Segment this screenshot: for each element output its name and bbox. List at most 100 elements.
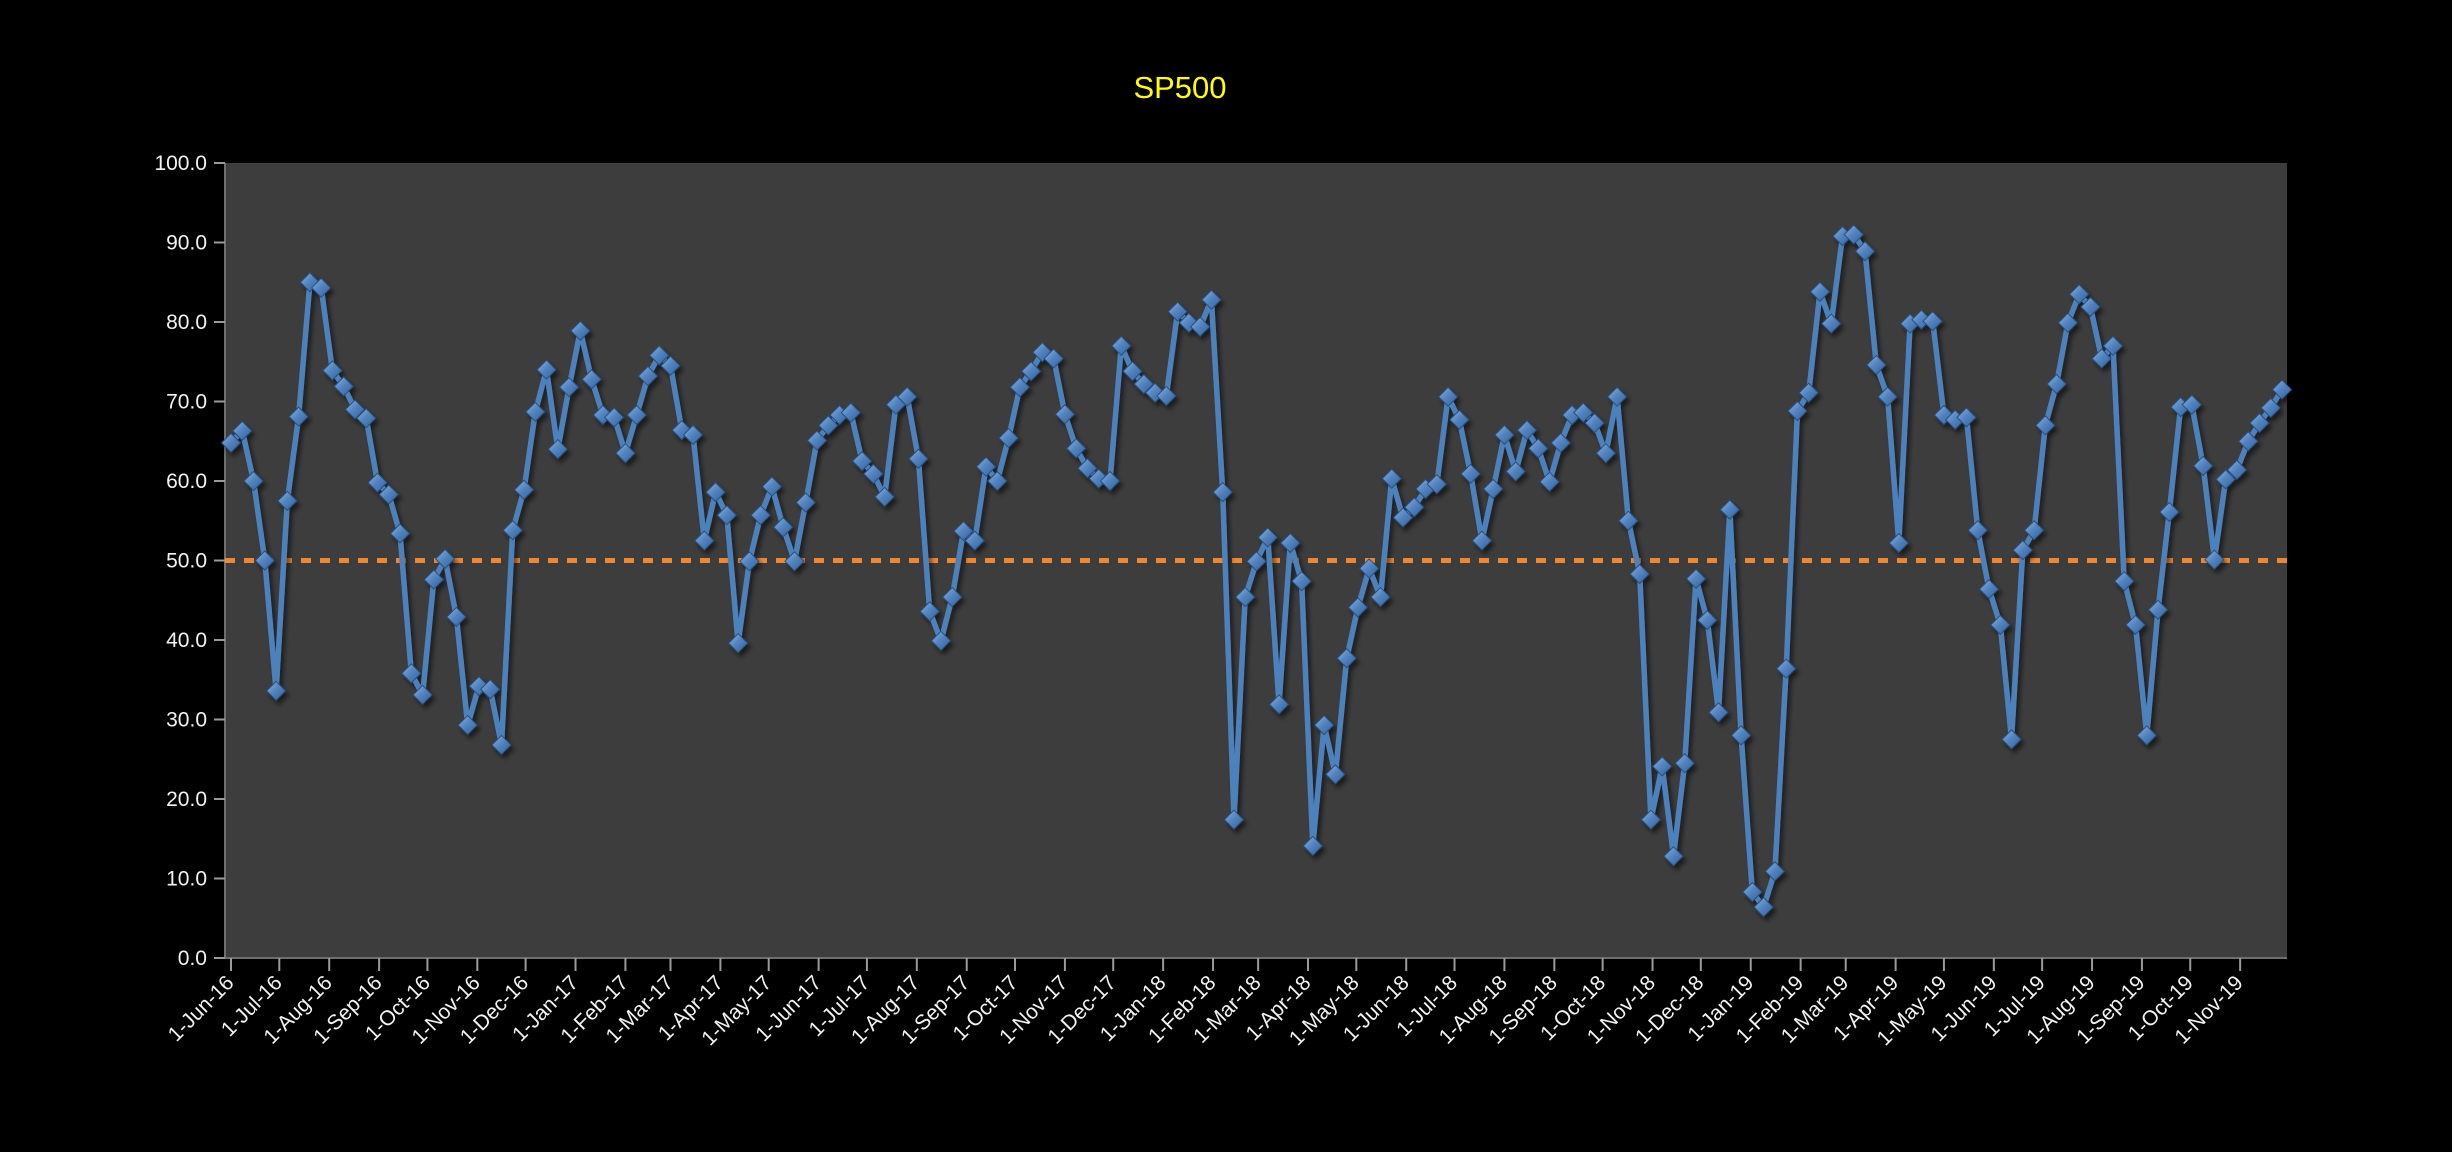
data-point-marker [1189,316,1211,337]
y-axis-tick-label: 30.0 [166,709,207,732]
data-point-marker [761,476,783,497]
data-point-marker [2001,729,2022,750]
data-point-marker [2023,520,2045,541]
data-point-marker [558,376,580,398]
data-point-marker [1708,702,1729,723]
data-point-marker [2057,312,2079,334]
data-point-marker [1877,386,1898,407]
data-point-marker [220,432,242,454]
data-point-marker [1843,224,1864,245]
data-point-marker [1020,361,1042,382]
data-point-marker [2068,283,2090,305]
data-point-marker [930,630,952,652]
data-point-marker [818,415,839,436]
data-point-marker [1358,558,1380,579]
data-point-marker [536,359,557,380]
data-point-marker [310,277,332,299]
data-point-marker [694,530,715,551]
data-point-marker [2260,397,2281,419]
data-point-marker [547,438,569,460]
data-point-marker [1381,468,1402,489]
data-point-marker [1482,478,1504,500]
data-point-marker [1460,463,1481,485]
data-point-marker [1629,563,1650,585]
data-point-marker [1742,881,1763,903]
data-point-marker [1370,586,1391,608]
data-point-marker [975,456,997,477]
data-point-marker [265,680,287,702]
data-point-marker [2046,373,2067,395]
data-point-marker [232,420,253,442]
y-axis-tick-label: 60.0 [166,470,207,493]
data-point-marker [1584,412,1605,434]
data-point-marker [1505,461,1526,482]
data-point-marker [2181,394,2203,415]
data-point-marker [1550,432,1571,454]
y-axis-tick-label: 20.0 [166,788,207,811]
data-point-marker [1043,348,1064,369]
data-point-marker [2102,335,2124,357]
data-point-marker [1257,527,1278,548]
data-point-marker [1313,714,1335,736]
y-axis-tick-label: 50.0 [166,550,207,573]
y-axis-tick-label: 0.0 [178,947,207,970]
data-point-marker [479,679,501,700]
data-point-marker [919,601,940,622]
data-point-marker [806,430,828,451]
y-axis-tick-label: 40.0 [166,629,207,652]
data-point-marker [1606,386,1628,407]
data-point-marker [1235,586,1256,608]
data-point-marker [446,606,467,628]
data-point-marker [1471,530,1493,551]
data-point-marker [1404,497,1425,518]
data-point-marker [333,376,354,397]
data-point-marker [344,399,366,420]
data-point-marker [1685,568,1707,589]
data-point-marker [1392,507,1414,528]
data-point-marker [1325,764,1346,785]
data-point-marker [1268,694,1290,715]
data-point-marker [739,551,760,572]
data-point-marker [2249,412,2270,434]
data-point-marker [716,504,738,526]
data-point-marker [2237,431,2259,452]
data-point-marker [1246,551,1267,572]
data-point-marker [863,463,884,485]
data-point-marker [1437,386,1459,407]
data-point-marker [908,448,929,469]
data-point-marker [1099,470,1121,492]
data-point-marker [423,569,445,590]
data-point-marker [2012,539,2034,561]
data-point-marker [1764,861,1786,882]
data-point-marker [2125,614,2146,636]
data-point-marker [603,407,625,428]
data-point-marker [705,481,726,503]
data-point-marker [1133,373,1155,395]
data-point-marker [942,586,963,608]
data-point-marker [2091,348,2112,369]
data-point-marker [1956,407,1977,428]
data-point-marker [1854,241,1876,262]
data-point-marker [660,355,681,376]
data-point-marker [1866,354,1887,376]
data-point-marker [491,734,512,756]
data-point-marker [243,470,264,492]
data-point-marker [896,386,918,407]
data-point-marker [2159,501,2180,523]
chart-title: SP500 [1133,70,1226,105]
data-point-marker [851,450,873,472]
data-point-marker [795,492,816,513]
data-point-marker [649,345,670,366]
data-point-marker [592,404,614,426]
data-point-marker [1528,438,1549,459]
y-axis-tick-label: 100.0 [154,152,207,175]
data-point-marker [998,427,1019,449]
data-point-marker [953,520,974,542]
data-point-marker [434,548,456,570]
data-point-marker [1697,609,1718,631]
data-point-marker [356,407,377,429]
data-point-marker [1978,578,2000,600]
data-point-marker [2136,725,2157,746]
data-point-marker [2192,455,2214,477]
